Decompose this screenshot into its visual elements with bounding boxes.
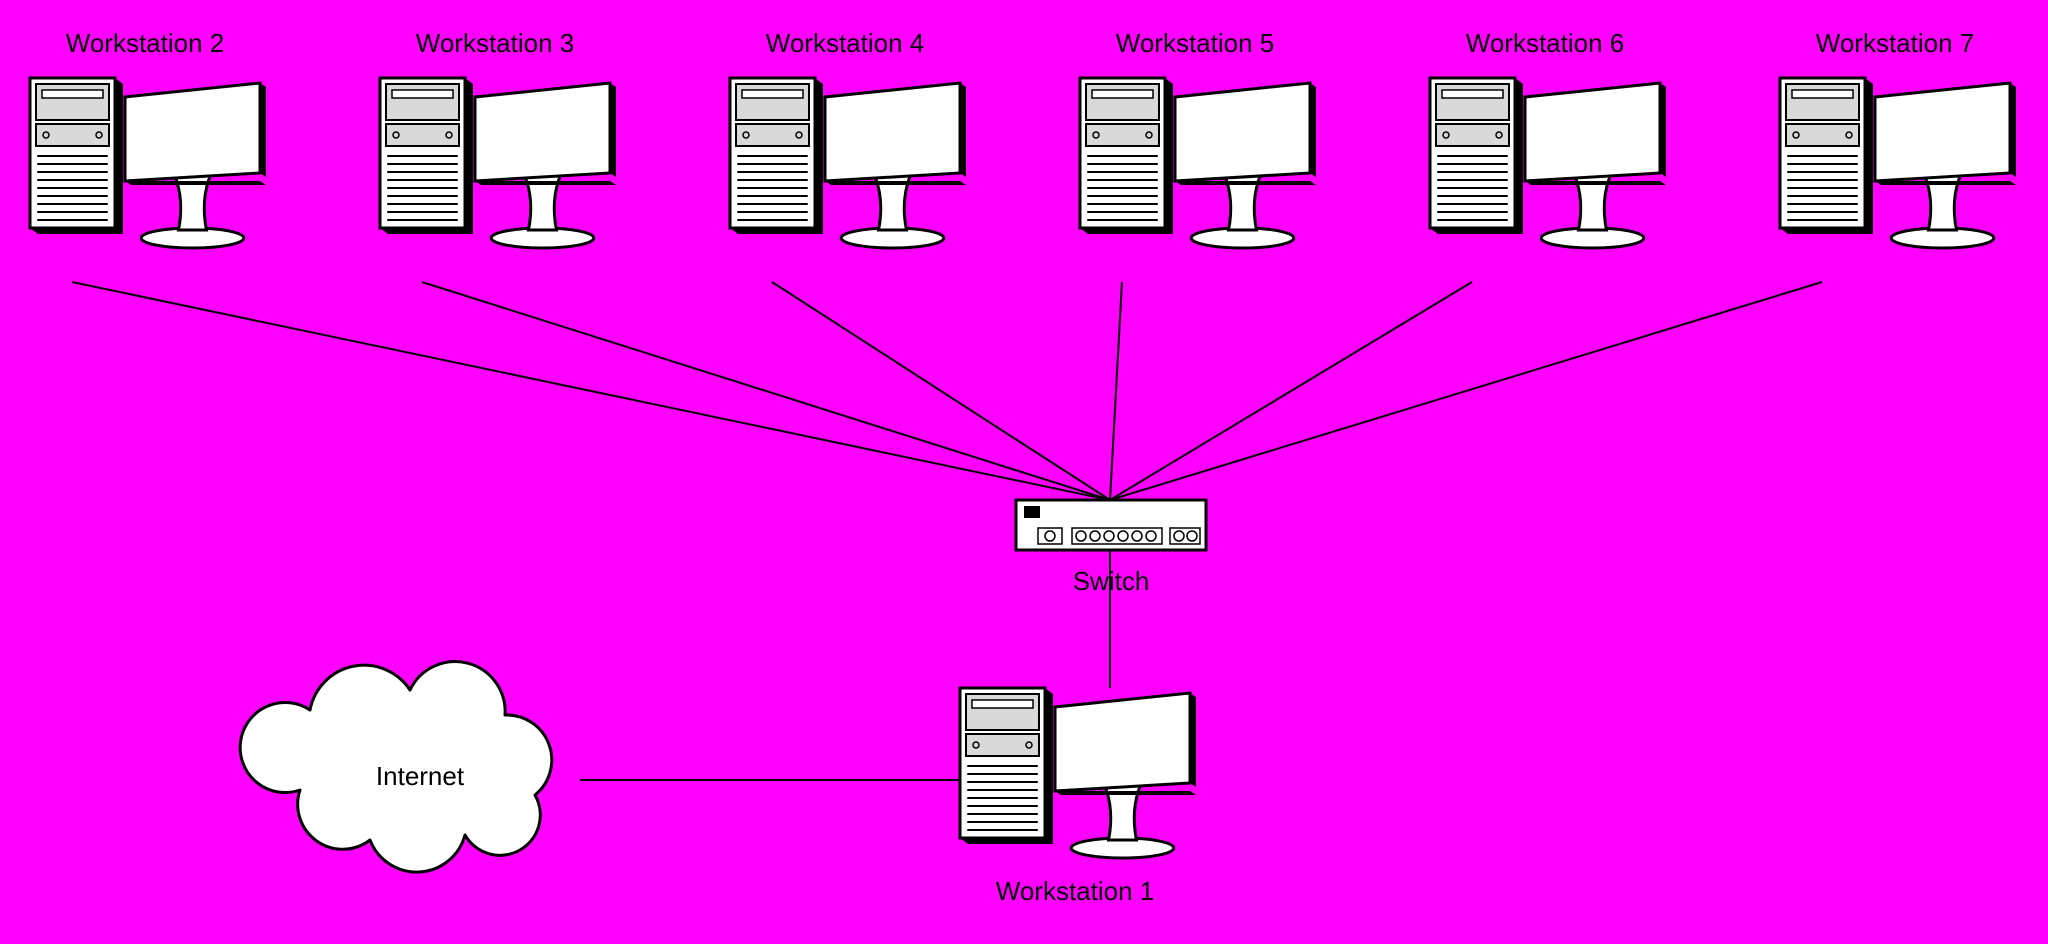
network-diagram: Workstation 2 Workstation 3 Workstation 4 W… [0, 0, 2048, 944]
workstation-label: Workstation 3 [416, 28, 574, 58]
workstation-label: Workstation 6 [1466, 28, 1624, 58]
workstation-label: Workstation 1 [996, 876, 1154, 906]
workstation-label: Workstation 5 [1116, 28, 1274, 58]
workstation-label: Workstation 4 [766, 28, 924, 58]
cloud-label: Internet [376, 761, 465, 791]
workstation-label: Workstation 2 [66, 28, 224, 58]
switch-label: Switch [1073, 566, 1150, 596]
workstation-label: Workstation 7 [1816, 28, 1974, 58]
switch-node-sw [1016, 500, 1206, 550]
switch-icon [1016, 500, 1206, 550]
